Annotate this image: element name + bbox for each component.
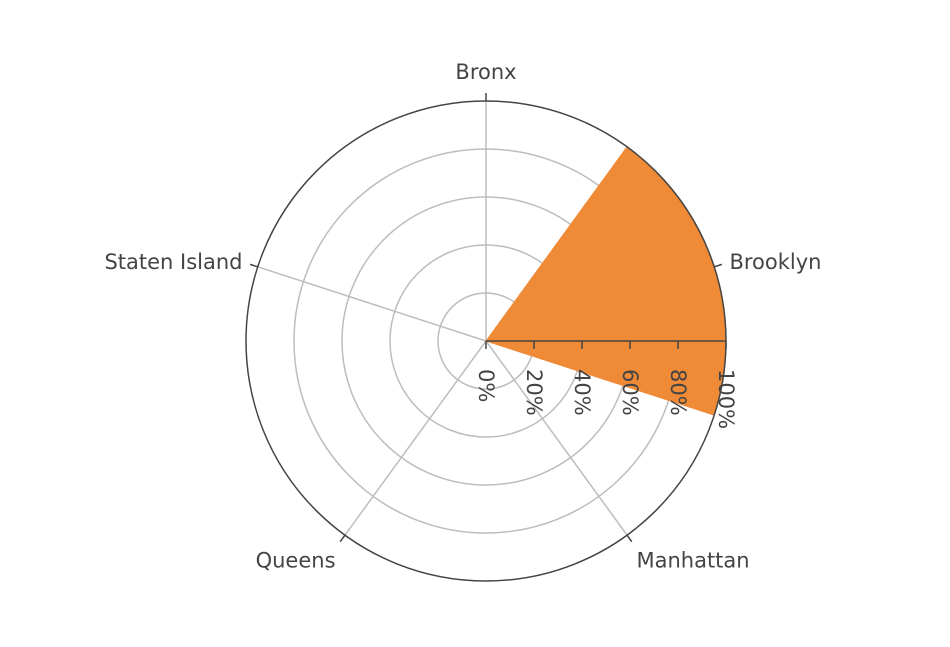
radial-tick-label-80: 80% [666,369,690,416]
radial-tick-label-20: 20% [522,369,546,416]
angular-tick-manhattan [626,534,633,543]
category-label-staten-island: Staten Island [104,250,242,274]
category-label-queens: Queens [256,548,336,572]
category-label-bronx: Bronx [455,60,516,84]
radial-tick-label-60: 60% [618,369,642,416]
grid-spoke-staten-island [257,266,487,342]
grid-spoke-queens [344,340,487,536]
angular-tick-staten-island [249,263,258,268]
angular-tick-brooklyn [714,263,723,268]
radial-tick-label-40: 40% [570,369,594,416]
grid-spoke-manhattan [485,340,628,536]
category-label-manhattan: Manhattan [636,548,749,572]
radial-tick-label-0: 0% [474,369,498,402]
polar-frame [245,93,727,582]
category-label-brooklyn: Brooklyn [729,250,821,274]
angular-tick-queens [339,534,346,543]
radial-tick-label-100: 100% [714,369,738,429]
label-layer: 0% 20% 40% 60% 80% 100% Bronx Brooklyn Manhattan… [104,60,821,572]
